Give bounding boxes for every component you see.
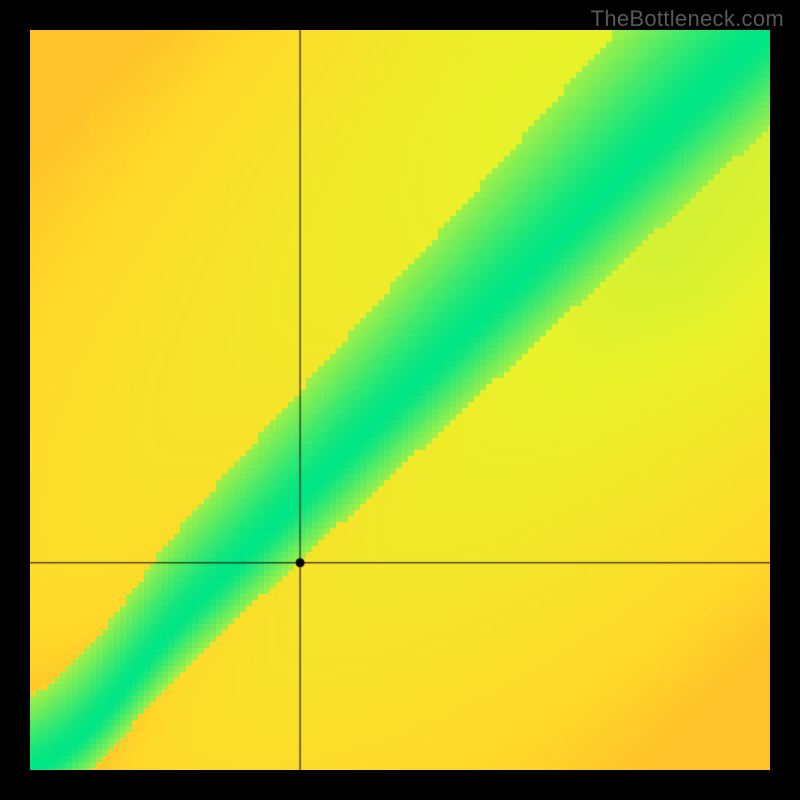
heatmap-canvas — [30, 30, 770, 770]
heatmap-container: TheBottleneck.com — [0, 0, 800, 800]
watermark-text: TheBottleneck.com — [591, 6, 784, 32]
plot-area — [30, 30, 770, 770]
